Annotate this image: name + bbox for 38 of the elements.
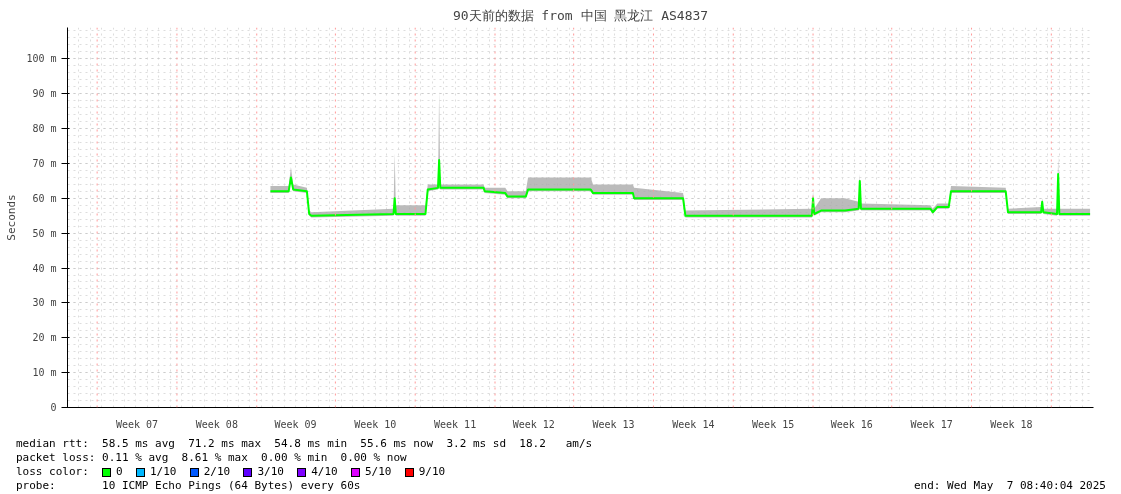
legend-label: 9/10 [418,465,446,478]
x-tick-label: Week 10 [354,418,397,430]
y-tick-label: 90 m [32,88,57,100]
x-tick-label: Week 09 [274,418,317,430]
legend-label: 5/10 [364,465,392,478]
chart-title: 90天前的数据 from 中国 黑龙江 AS4837 [452,7,709,23]
legend-label: 1/10 [149,465,177,478]
x-tick-label: Week 12 [512,418,555,430]
y-tick-label: 50 m [32,227,57,239]
x-tick-label: Week 08 [195,418,238,430]
y-tick-label: 80 m [32,123,57,135]
line-series [269,158,1092,217]
legend-label: 3/10 [257,465,284,478]
text: packet loss: 0.11 % avg 8.61 % max 0.00 % min 0.00 % now [16,451,408,465]
y-tick-label: 20 m [32,332,57,344]
text: median rtt: 58.5 ms avg 71.2 ms max 54.8 ms min 55.6 ms now 3.2 ms sd 18.2 am/s [16,437,594,451]
x-tick-label: Week 13 [592,418,635,430]
x-tick-label: Week 11 [434,418,477,430]
x-tick-label: Week 17 [910,418,953,430]
x-tick-label: Week 07 [115,418,159,430]
legend-label: 2/10 [203,465,231,478]
text: end: Wed May 7 08:40:04 2025 [913,479,1106,493]
legend-title: loss color: [16,465,89,478]
y-tick-label: 30 m [32,297,57,309]
x-tick-label: Week 15 [752,418,795,430]
y-tick-label: 70 m [32,157,57,169]
y-tick-label: 10 m [32,367,57,379]
x-tick-label: Week 16 [830,418,873,430]
y-tick-label: 0 [50,402,57,413]
legend-label: 4/10 [311,465,338,478]
y-axis-title: Seconds [5,194,19,241]
x-tick-label: Week 14 [672,418,715,430]
y-tick-label: 100 m [26,53,57,65]
y-tick-label: 40 m [32,262,57,274]
x-tick-label: Week 18 [990,418,1033,430]
legend-label: 0 [116,465,123,478]
y-tick-label: 60 m [32,192,57,204]
text: probe: 10 ICMP Echo Pings (64 Bytes) every 60s [16,479,361,493]
